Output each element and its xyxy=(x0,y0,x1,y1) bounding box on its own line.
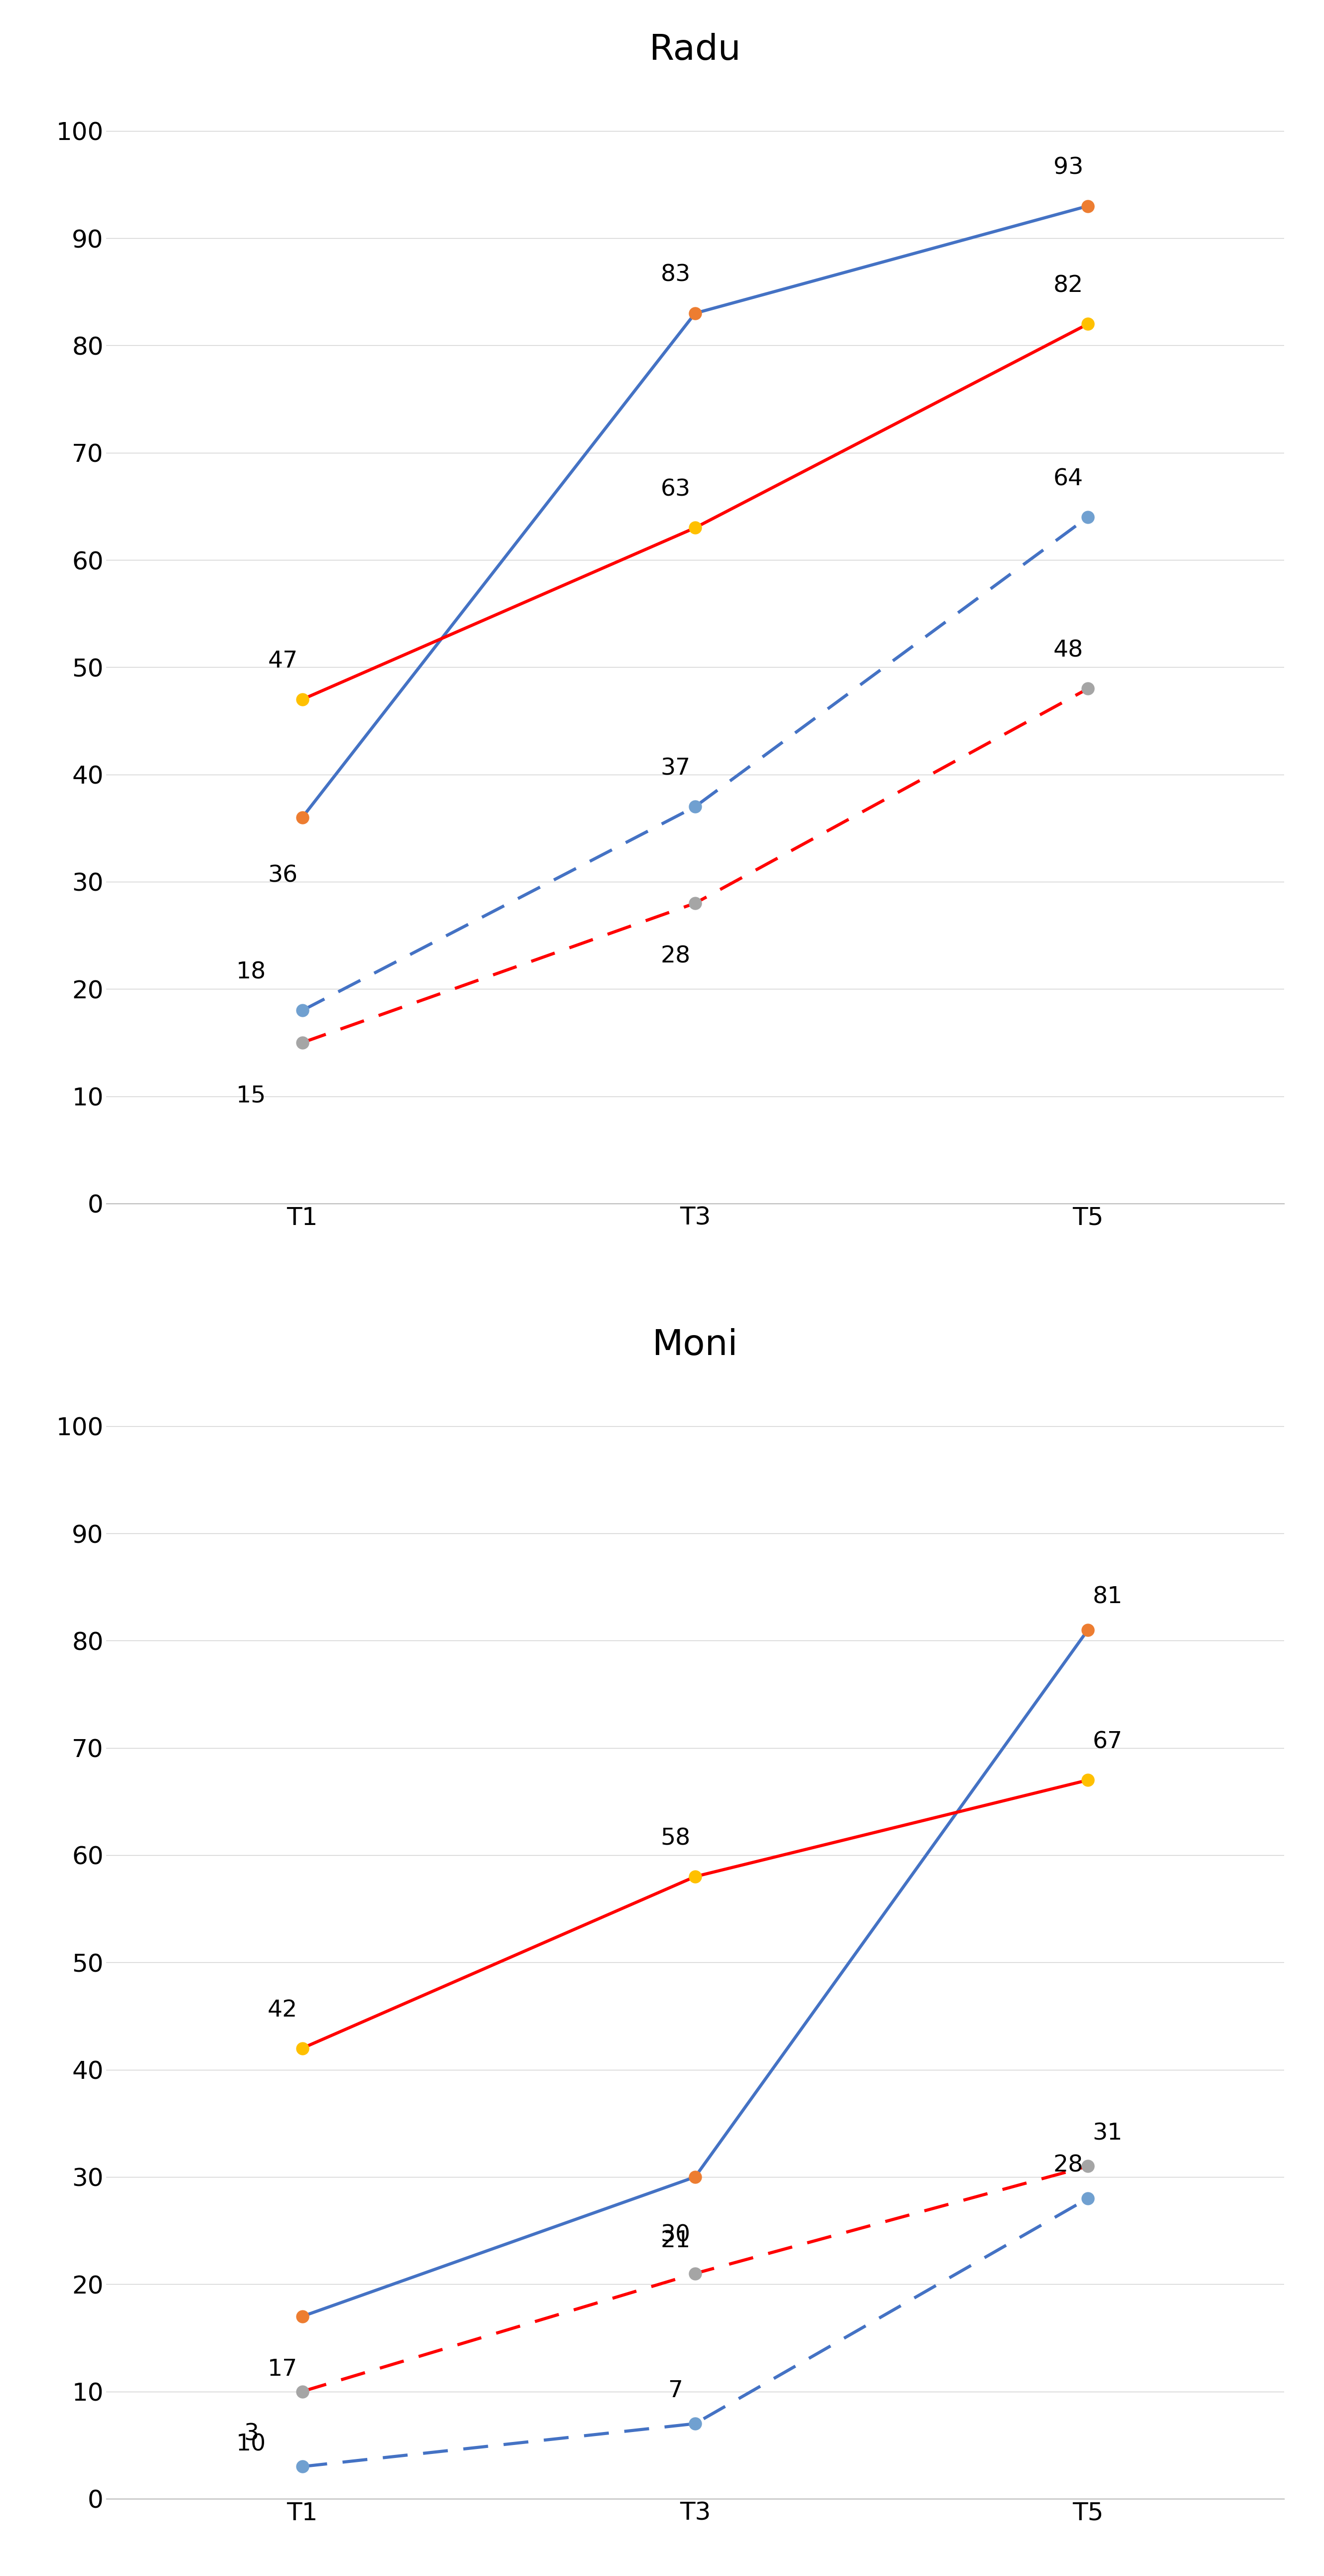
Text: 31: 31 xyxy=(1092,2123,1123,2146)
Text: 28: 28 xyxy=(1053,2154,1083,2177)
Text: 48: 48 xyxy=(1053,639,1083,662)
Text: 10: 10 xyxy=(236,2434,266,2455)
Text: 83: 83 xyxy=(661,263,691,286)
Text: 28: 28 xyxy=(661,945,691,969)
Text: 15: 15 xyxy=(236,1084,266,1108)
Text: 82: 82 xyxy=(1053,276,1083,296)
Text: 21: 21 xyxy=(661,2231,691,2251)
Text: 93: 93 xyxy=(1053,157,1083,180)
Text: 17: 17 xyxy=(267,2357,298,2380)
Text: 47: 47 xyxy=(267,649,298,672)
Title: Moni: Moni xyxy=(653,1329,737,1363)
Text: 81: 81 xyxy=(1092,1587,1123,1607)
Legend: English Cognate, English Non-cognate, Romanian Cognates, Romanian Non-cognates: English Cognate, English Non-cognate, Ro… xyxy=(263,1352,1127,1507)
Text: 18: 18 xyxy=(236,961,266,984)
Text: (b): (b) xyxy=(671,1641,719,1669)
Text: 63: 63 xyxy=(661,479,690,500)
Title: Radu: Radu xyxy=(649,33,741,67)
Text: 64: 64 xyxy=(1054,469,1083,489)
Text: 58: 58 xyxy=(661,1826,691,1850)
Text: 37: 37 xyxy=(661,757,690,781)
Text: 67: 67 xyxy=(1092,1731,1123,1754)
Text: 7: 7 xyxy=(669,2380,683,2403)
Text: 3: 3 xyxy=(244,2421,258,2445)
Text: 30: 30 xyxy=(661,2223,690,2246)
Text: 42: 42 xyxy=(267,1999,298,2022)
Text: 36: 36 xyxy=(267,866,298,886)
